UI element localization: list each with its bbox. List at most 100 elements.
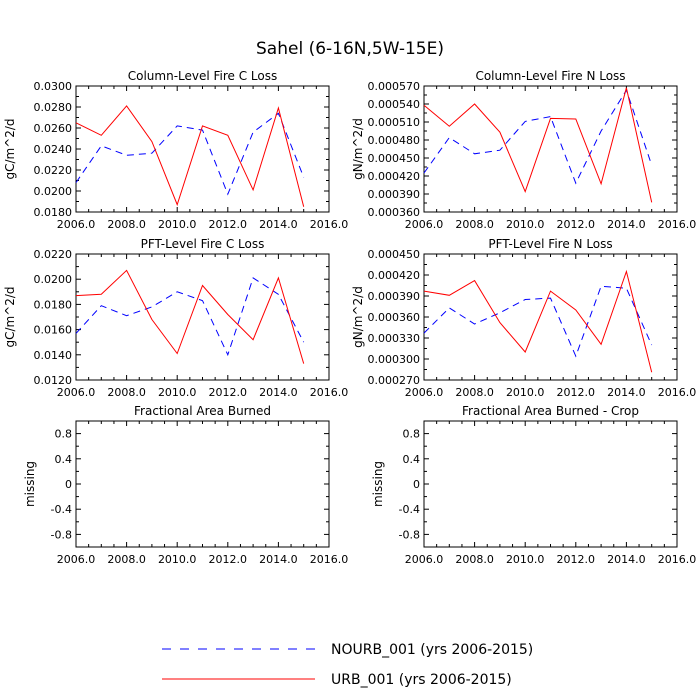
x-tick-label: 2012.0 — [209, 218, 248, 231]
y-tick-label: 0.0180 — [34, 298, 73, 311]
y-tick-label: 0.8 — [55, 428, 73, 441]
y-tick-label: 0.0200 — [34, 185, 73, 198]
y-tick-label: 0.0200 — [34, 273, 73, 286]
x-tick-label: 2012.0 — [557, 553, 596, 566]
figure-title: Sahel (6-16N,5W-15E) — [256, 39, 444, 59]
x-tick-label: 2012.0 — [209, 553, 248, 566]
plot-frame — [75, 85, 330, 213]
y-tick-label: 0.000360 — [368, 206, 421, 219]
x-tick-label: 2010.0 — [506, 553, 545, 566]
y-tick-label: 0.000420 — [368, 269, 421, 282]
x-tick-label: 2012.0 — [557, 386, 596, 399]
y-axis-label: gC/m^2/d — [3, 118, 17, 179]
x-tick-label: 2006.0 — [57, 386, 96, 399]
y-tick-label: -0.4 — [399, 503, 420, 516]
x-tick-label: 2016.0 — [658, 553, 697, 566]
x-tick-label: 2016.0 — [310, 553, 349, 566]
y-tick-label: -0.8 — [399, 528, 420, 541]
chart-title: Column-Level Fire N Loss — [475, 69, 625, 83]
legend: NOURB_001 (yrs 2006-2015) URB_001 (yrs 2… — [162, 642, 533, 688]
series-line-urb — [423, 269, 653, 373]
y-tick-label: 0.000450 — [368, 152, 421, 165]
y-tick-label: 0 — [65, 478, 72, 491]
y-tick-label: 0.000330 — [368, 332, 421, 345]
series-line-urb — [423, 87, 653, 203]
y-tick-label: 0.0180 — [34, 206, 73, 219]
series-line-nourb — [423, 285, 653, 358]
chart-title: Column-Level Fire C Loss — [128, 69, 278, 83]
x-tick-label: 2016.0 — [310, 386, 349, 399]
series-line-nourb — [75, 277, 305, 357]
y-tick-label: 0.0160 — [34, 324, 73, 337]
y-axis-label: gC/m^2/d — [3, 286, 17, 347]
y-tick-label: -0.8 — [51, 528, 72, 541]
chart-panel-2: Column-Level Fire N Loss 2006.0 2008.0 2010… — [351, 69, 696, 231]
x-tick-label: 2014.0 — [607, 218, 646, 231]
y-tick-label: 0.000510 — [368, 116, 421, 129]
x-tick-label: 2008.0 — [455, 553, 494, 566]
y-tick-label: 0.000390 — [368, 188, 421, 201]
chart-title: Fractional Area Burned - Crop — [462, 404, 639, 418]
plot-frame — [423, 85, 678, 213]
y-tick-label: 0.4 — [55, 453, 73, 466]
x-tick-label: 2010.0 — [506, 386, 545, 399]
chart-title: PFT-Level Fire C Loss — [141, 237, 265, 251]
y-tick-label: 0.0260 — [34, 122, 73, 135]
y-tick-label: 0.000540 — [368, 98, 421, 111]
y-tick-label: 0 — [413, 478, 420, 491]
x-tick-label: 2014.0 — [259, 386, 298, 399]
x-tick-label: 2012.0 — [557, 218, 596, 231]
x-tick-label: 2016.0 — [658, 386, 697, 399]
chart-panel-4: PFT-Level Fire N Loss 2006.0 2008.0 2010.0 2… — [351, 237, 696, 399]
chart-panel-3: PFT-Level Fire C Loss 2006.0 2008.0 2010.0 2… — [3, 237, 348, 399]
x-tick-label: 2010.0 — [506, 218, 545, 231]
x-tick-label: 2008.0 — [455, 218, 494, 231]
y-tick-label: 0.000390 — [368, 290, 421, 303]
x-tick-label: 2014.0 — [259, 218, 298, 231]
chart-panel-5: Fractional Area Burned 2006.0 2008.0 2010.0… — [23, 404, 348, 566]
x-tick-label: 2006.0 — [57, 553, 96, 566]
x-tick-label: 2006.0 — [57, 218, 96, 231]
x-tick-label: 2008.0 — [107, 386, 146, 399]
y-axis-label: missing — [371, 461, 385, 507]
x-tick-label: 2010.0 — [158, 386, 197, 399]
y-tick-label: 0.000300 — [368, 353, 421, 366]
series-line-nourb — [75, 112, 305, 196]
x-tick-label: 2014.0 — [607, 386, 646, 399]
x-tick-label: 2006.0 — [405, 386, 444, 399]
legend-label-nourb: NOURB_001 (yrs 2006-2015) — [331, 642, 533, 658]
x-tick-label: 2006.0 — [405, 218, 444, 231]
plot-frame — [75, 420, 330, 548]
chart-title: PFT-Level Fire N Loss — [488, 237, 612, 251]
y-tick-label: 0.0220 — [34, 248, 73, 261]
y-tick-label: 0.4 — [403, 453, 421, 466]
y-tick-label: 0.0120 — [34, 374, 73, 387]
y-tick-label: 0.000570 — [368, 80, 421, 93]
y-tick-label: 0.000420 — [368, 170, 421, 183]
x-tick-label: 2010.0 — [158, 218, 197, 231]
y-axis-label: gN/m^2/d — [351, 118, 365, 180]
x-tick-label: 2010.0 — [158, 553, 197, 566]
y-tick-label: 0.0280 — [34, 101, 73, 114]
series-line-urb — [75, 105, 305, 207]
x-tick-label: 2008.0 — [107, 218, 146, 231]
y-tick-label: 0.0140 — [34, 349, 73, 362]
y-axis-label: gN/m^2/d — [351, 286, 365, 348]
y-tick-label: -0.4 — [51, 503, 72, 516]
x-tick-label: 2012.0 — [209, 386, 248, 399]
x-tick-label: 2014.0 — [259, 553, 298, 566]
y-tick-label: 0.0220 — [34, 164, 73, 177]
x-tick-label: 2008.0 — [455, 386, 494, 399]
x-tick-label: 2016.0 — [310, 218, 349, 231]
chart-panel-1: Column-Level Fire C Loss 2006.0 2008.0 2010… — [3, 69, 348, 231]
y-tick-label: 0.0300 — [34, 80, 73, 93]
chart-title: Fractional Area Burned — [134, 404, 271, 418]
x-tick-label: 2016.0 — [658, 218, 697, 231]
plot-frame — [75, 253, 330, 381]
y-tick-label: 0.8 — [403, 428, 421, 441]
y-tick-label: 0.0240 — [34, 143, 73, 156]
y-tick-label: 0.000450 — [368, 248, 421, 261]
x-tick-label: 2006.0 — [405, 553, 444, 566]
plot-frame — [423, 420, 678, 548]
y-tick-label: 0.000360 — [368, 311, 421, 324]
